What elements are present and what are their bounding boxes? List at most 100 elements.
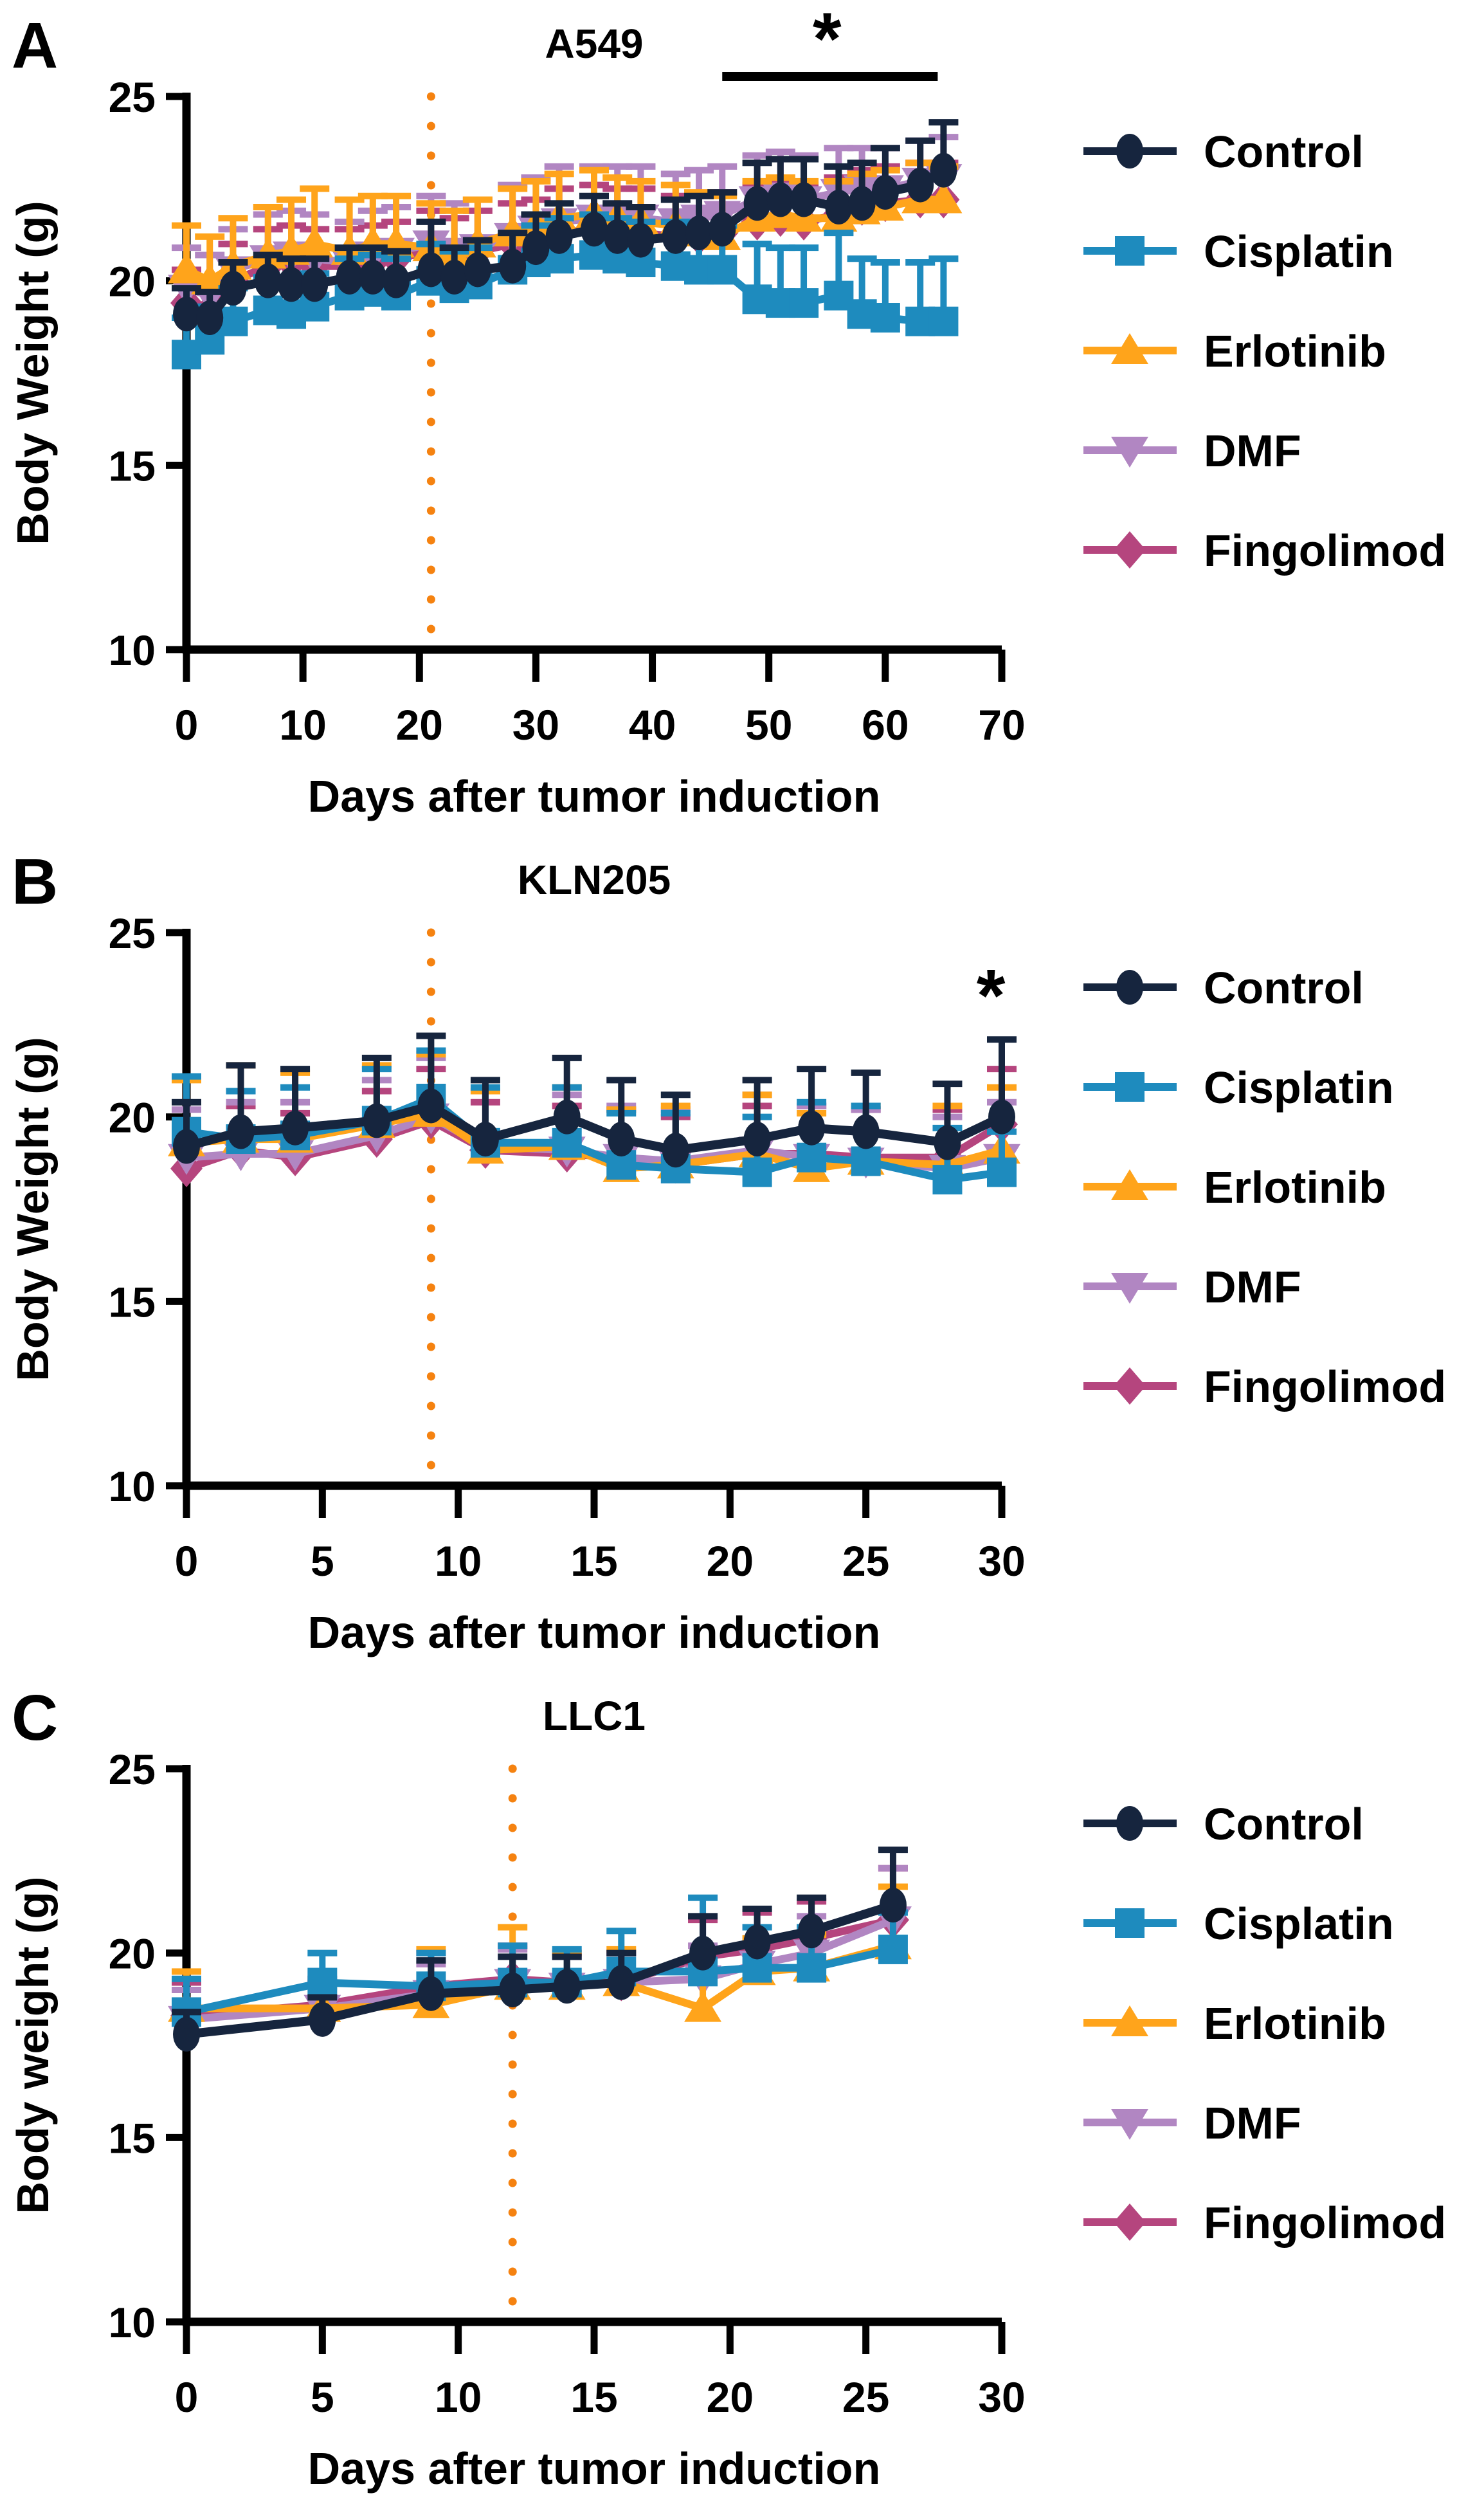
legend-label-fingolimod: Fingolimod xyxy=(1204,525,1446,576)
marker-control xyxy=(336,259,363,295)
marker-control xyxy=(440,259,468,295)
marker-control xyxy=(790,182,818,217)
y-tick-label: 25 xyxy=(109,909,156,957)
legend-label-dmf: DMF xyxy=(1204,2098,1301,2148)
panel-letter: B xyxy=(12,846,58,918)
legend-marker-dmf xyxy=(1111,437,1148,468)
marker-control xyxy=(173,1129,200,1164)
marker-control xyxy=(662,219,689,254)
marker-control xyxy=(499,248,527,284)
marker-control xyxy=(852,1114,880,1149)
marker-control xyxy=(879,1888,907,1923)
x-axis-label: Days after tumor induction xyxy=(308,2443,881,2494)
legend-marker-control xyxy=(1116,134,1143,169)
marker-control xyxy=(608,1122,635,1157)
marker-control xyxy=(934,1125,961,1160)
y-tick-label: 20 xyxy=(109,1930,156,1978)
chart-title: A549 xyxy=(545,21,644,67)
legend-label-control: Control xyxy=(1204,1799,1364,1849)
y-tick-label: 10 xyxy=(109,2299,156,2346)
marker-erlotinib xyxy=(296,226,334,258)
marker-control xyxy=(173,2016,200,2052)
legend-label-erlotinib: Erlotinib xyxy=(1204,1162,1386,1212)
legend-label-cisplatin: Cisplatin xyxy=(1204,1899,1394,1949)
legend-label-control: Control xyxy=(1204,963,1364,1013)
y-tick-label: 15 xyxy=(109,2114,156,2162)
legend-marker-dmf xyxy=(1111,1273,1148,1304)
marker-control xyxy=(766,182,794,217)
marker-control xyxy=(282,1110,309,1145)
y-tick-label: 15 xyxy=(109,1278,156,1326)
marker-cisplatin xyxy=(878,1934,908,1964)
marker-control xyxy=(709,212,736,247)
marker-cisplatin xyxy=(851,1146,881,1176)
marker-control xyxy=(309,2002,336,2037)
x-tick-label: 25 xyxy=(842,1537,889,1585)
marker-cisplatin xyxy=(707,255,737,285)
marker-control xyxy=(553,1969,581,2004)
marker-control xyxy=(363,1103,390,1138)
marker-control xyxy=(907,167,934,203)
legend-label-fingolimod: Fingolimod xyxy=(1204,2198,1446,2248)
x-axis-label: Days after tumor induction xyxy=(308,771,881,821)
marker-control xyxy=(553,1099,581,1135)
legend-label-cisplatin: Cisplatin xyxy=(1204,226,1394,277)
x-tick-label: 70 xyxy=(978,701,1025,749)
chart-title: KLN205 xyxy=(518,857,671,903)
series-line-cisplatin xyxy=(185,1946,894,2016)
marker-control xyxy=(301,267,329,302)
y-axis-label: Body Weight (g) xyxy=(8,1037,58,1381)
x-tick-label: 20 xyxy=(707,1537,754,1585)
x-tick-label: 40 xyxy=(629,701,676,749)
legend-label-dmf: DMF xyxy=(1204,1262,1301,1312)
x-tick-label: 15 xyxy=(570,2373,617,2421)
marker-control xyxy=(627,223,655,258)
x-tick-label: 30 xyxy=(978,1537,1025,1585)
y-tick-label: 20 xyxy=(109,258,156,306)
a549-chart: 10 15 20 25 0 10 20 30 40 50 60 70 * A A549 Days after … xyxy=(8,0,1446,821)
marker-control xyxy=(173,297,200,332)
marker-cisplatin xyxy=(987,1157,1017,1187)
x-tick-label: 60 xyxy=(862,701,909,749)
marker-cisplatin xyxy=(870,303,900,333)
x-tick-label: 20 xyxy=(707,2373,754,2421)
marker-control xyxy=(798,1913,826,1949)
x-tick-label: 10 xyxy=(279,701,326,749)
legend-marker-control xyxy=(1116,1806,1143,1841)
legend-label-erlotinib: Erlotinib xyxy=(1204,1998,1386,2048)
x-tick-label: 50 xyxy=(745,701,792,749)
x-tick-label: 15 xyxy=(570,1537,617,1585)
legend-marker-dmf xyxy=(1111,2109,1148,2140)
legend-marker-fingolimod xyxy=(1114,531,1146,569)
legend-label-erlotinib: Erlotinib xyxy=(1204,326,1386,376)
legend-marker-fingolimod xyxy=(1114,1367,1146,1405)
legend-marker-erlotinib xyxy=(1111,2005,1148,2036)
legend-marker-cisplatin xyxy=(1115,1908,1145,1938)
marker-control xyxy=(499,1973,527,2007)
x-axis-label: Days after tumor induction xyxy=(308,1607,881,1657)
marker-cisplatin xyxy=(797,1953,827,1983)
y-axis-label: Body weight (g) xyxy=(8,1877,58,2214)
marker-control xyxy=(743,186,771,221)
legend-label-control: Control xyxy=(1204,127,1364,177)
significance-bar xyxy=(722,72,938,81)
legend-marker-fingolimod xyxy=(1114,2203,1146,2241)
marker-control xyxy=(608,1965,635,2000)
x-tick-label: 20 xyxy=(396,701,443,749)
marker-cisplatin xyxy=(928,306,959,336)
x-tick-label: 0 xyxy=(175,2373,199,2421)
marker-control xyxy=(417,1088,445,1124)
x-tick-label: 10 xyxy=(435,1537,482,1585)
marker-cisplatin xyxy=(307,1967,338,1998)
marker-control xyxy=(930,152,957,188)
y-tick-label: 10 xyxy=(109,1463,156,1510)
panel-letter: A xyxy=(12,10,58,82)
legend-marker-control xyxy=(1116,970,1143,1005)
x-tick-label: 30 xyxy=(978,2373,1025,2421)
x-tick-label: 30 xyxy=(512,701,559,749)
x-tick-label: 5 xyxy=(311,2373,334,2421)
significance-asterisk: * xyxy=(977,955,1006,1037)
marker-control xyxy=(689,1935,717,1971)
marker-control xyxy=(417,1976,445,2011)
marker-control xyxy=(219,271,247,306)
